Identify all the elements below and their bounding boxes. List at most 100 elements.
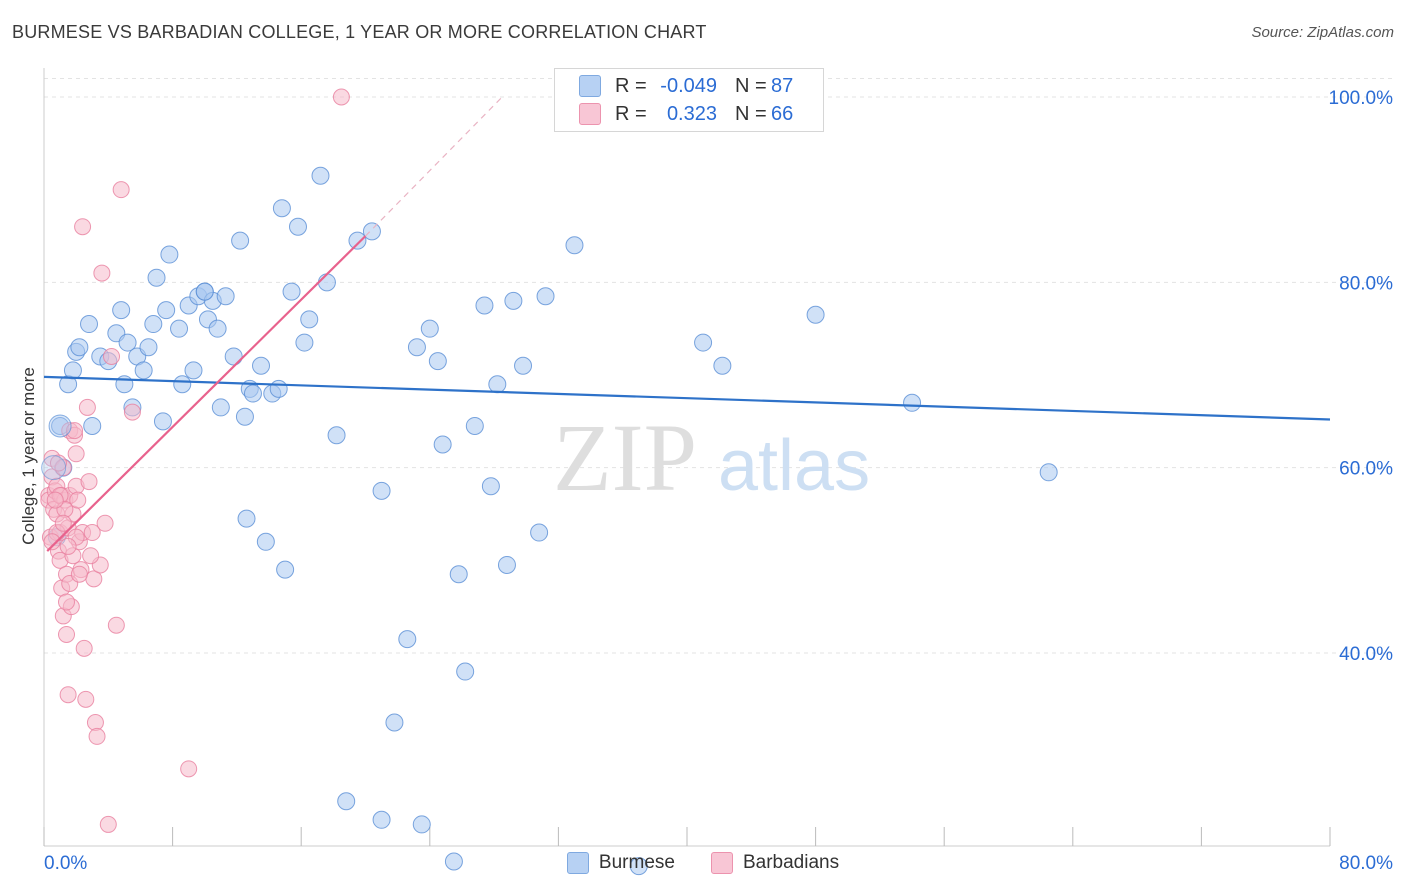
barbadians-point <box>107 616 125 634</box>
barbadians-point <box>123 403 141 421</box>
axis-labels: 100.0% 80.0% 60.0% 40.0% 0.0% 80.0% <box>44 88 1393 874</box>
barbadians-point <box>58 625 76 643</box>
barbadians-point <box>332 88 350 106</box>
burmese-point <box>208 319 227 338</box>
burmese-point <box>282 282 301 301</box>
barbadians-point <box>77 690 95 708</box>
series-label-barbadians: Barbadians <box>742 852 840 873</box>
legend-n-label: N = <box>735 74 767 97</box>
burmese-point <box>295 333 314 352</box>
barbadians-point <box>59 686 77 704</box>
barbadians-trend-extension <box>365 96 503 237</box>
burmese-trend-line <box>43 375 1331 421</box>
barbadians-point <box>96 514 114 532</box>
y-tick-label: 60.0% <box>1339 459 1393 480</box>
burmese-point <box>456 662 475 681</box>
series-label-burmese: Burmese <box>598 852 675 873</box>
burmese-point <box>216 287 235 306</box>
burmese-point <box>243 384 262 403</box>
chart-title: BURMESE VS BARBADIAN COLLEGE, 1 YEAR OR … <box>12 22 707 42</box>
burmese-point <box>144 315 163 334</box>
burmese-point <box>147 268 166 287</box>
legend-r-label: R = <box>615 74 647 97</box>
watermark-zip: ZIP <box>553 404 697 511</box>
burmese-point <box>514 356 533 375</box>
burmese-point <box>184 361 203 380</box>
burmese-point <box>211 398 230 417</box>
barbadians-point <box>69 491 87 509</box>
burmese-point <box>420 319 439 338</box>
series-legend-barbadians[interactable]: Barbadians <box>710 852 840 874</box>
legend-n-label: N = <box>735 102 767 125</box>
barbadians-point <box>54 514 72 532</box>
legend-swatch-barbadians <box>579 103 601 125</box>
barbadians-point <box>82 547 100 565</box>
burmese-point <box>372 481 391 500</box>
y-tick-label: 80.0% <box>1339 273 1393 294</box>
burmese-point <box>311 166 330 185</box>
barbadians-point <box>58 593 76 611</box>
burmese-point <box>337 792 356 811</box>
series-legend-burmese[interactable]: Burmese <box>566 852 675 874</box>
barbadians-point <box>78 398 96 416</box>
barbadians-point <box>180 760 198 778</box>
burmese-point <box>433 435 452 454</box>
barbadians-point <box>80 473 98 491</box>
burmese-point <box>449 565 468 584</box>
barbadians-point <box>83 524 101 542</box>
burmese-point <box>398 630 417 649</box>
barbadians-point <box>43 533 61 551</box>
burmese-point <box>139 338 158 357</box>
y-tick-label: 100.0% <box>1329 88 1394 109</box>
burmese-point <box>195 282 214 301</box>
stats-legend: R = -0.049 N = 87 R = 0.323 N = 66 <box>554 68 824 132</box>
x-tick-label: 0.0% <box>44 853 87 874</box>
legend-row-barbadians: R = 0.323 N = 66 <box>579 101 793 127</box>
series-legend: Burmese Barbadians <box>0 852 1406 874</box>
burmese-point <box>235 407 254 426</box>
barbadians-point <box>70 565 88 583</box>
burmese-point <box>565 236 584 255</box>
burmese-point <box>327 426 346 445</box>
burmese-point <box>536 287 555 306</box>
legend-n-value: 87 <box>771 74 794 97</box>
barbadians-point <box>75 639 93 657</box>
burmese-point <box>300 310 319 329</box>
barbadians-point <box>88 727 106 745</box>
burmese-point <box>694 333 713 352</box>
y-axis-title: College, 1 year or more <box>19 367 38 545</box>
burmese-point <box>224 347 243 366</box>
barbadians-point <box>112 181 130 199</box>
burmese-point <box>160 245 179 264</box>
burmese-point <box>63 361 82 380</box>
series-swatch-barbadians <box>710 852 733 874</box>
burmese-point <box>488 375 507 394</box>
burmese-point <box>48 414 72 438</box>
burmese-point <box>407 338 426 357</box>
burmese-point <box>112 301 131 320</box>
burmese-point <box>269 379 288 398</box>
barbadians-point <box>74 218 92 236</box>
burmese-point <box>475 296 494 315</box>
burmese-point <box>348 231 367 250</box>
x-tick-label: 80.0% <box>1339 853 1393 874</box>
burmese-point <box>444 852 463 871</box>
barbadians-point <box>59 537 77 555</box>
legend-n-value: 66 <box>771 102 794 125</box>
burmese-point <box>428 352 447 371</box>
burmese-point <box>317 273 336 292</box>
burmese-point <box>83 416 102 435</box>
burmese-point <box>806 305 825 324</box>
axes <box>43 68 1331 847</box>
burmese-point <box>412 815 431 834</box>
burmese-point <box>237 509 256 528</box>
burmese-point <box>256 532 275 551</box>
source-label: Source: ZipAtlas.com <box>1251 24 1394 41</box>
barbadians-point <box>99 815 117 833</box>
burmese-point <box>157 301 176 320</box>
burmese-point <box>41 455 67 481</box>
burmese-point <box>231 231 250 250</box>
legend-swatch-burmese <box>579 75 601 97</box>
burmese-point <box>629 857 648 876</box>
barbadians-point <box>46 491 64 509</box>
